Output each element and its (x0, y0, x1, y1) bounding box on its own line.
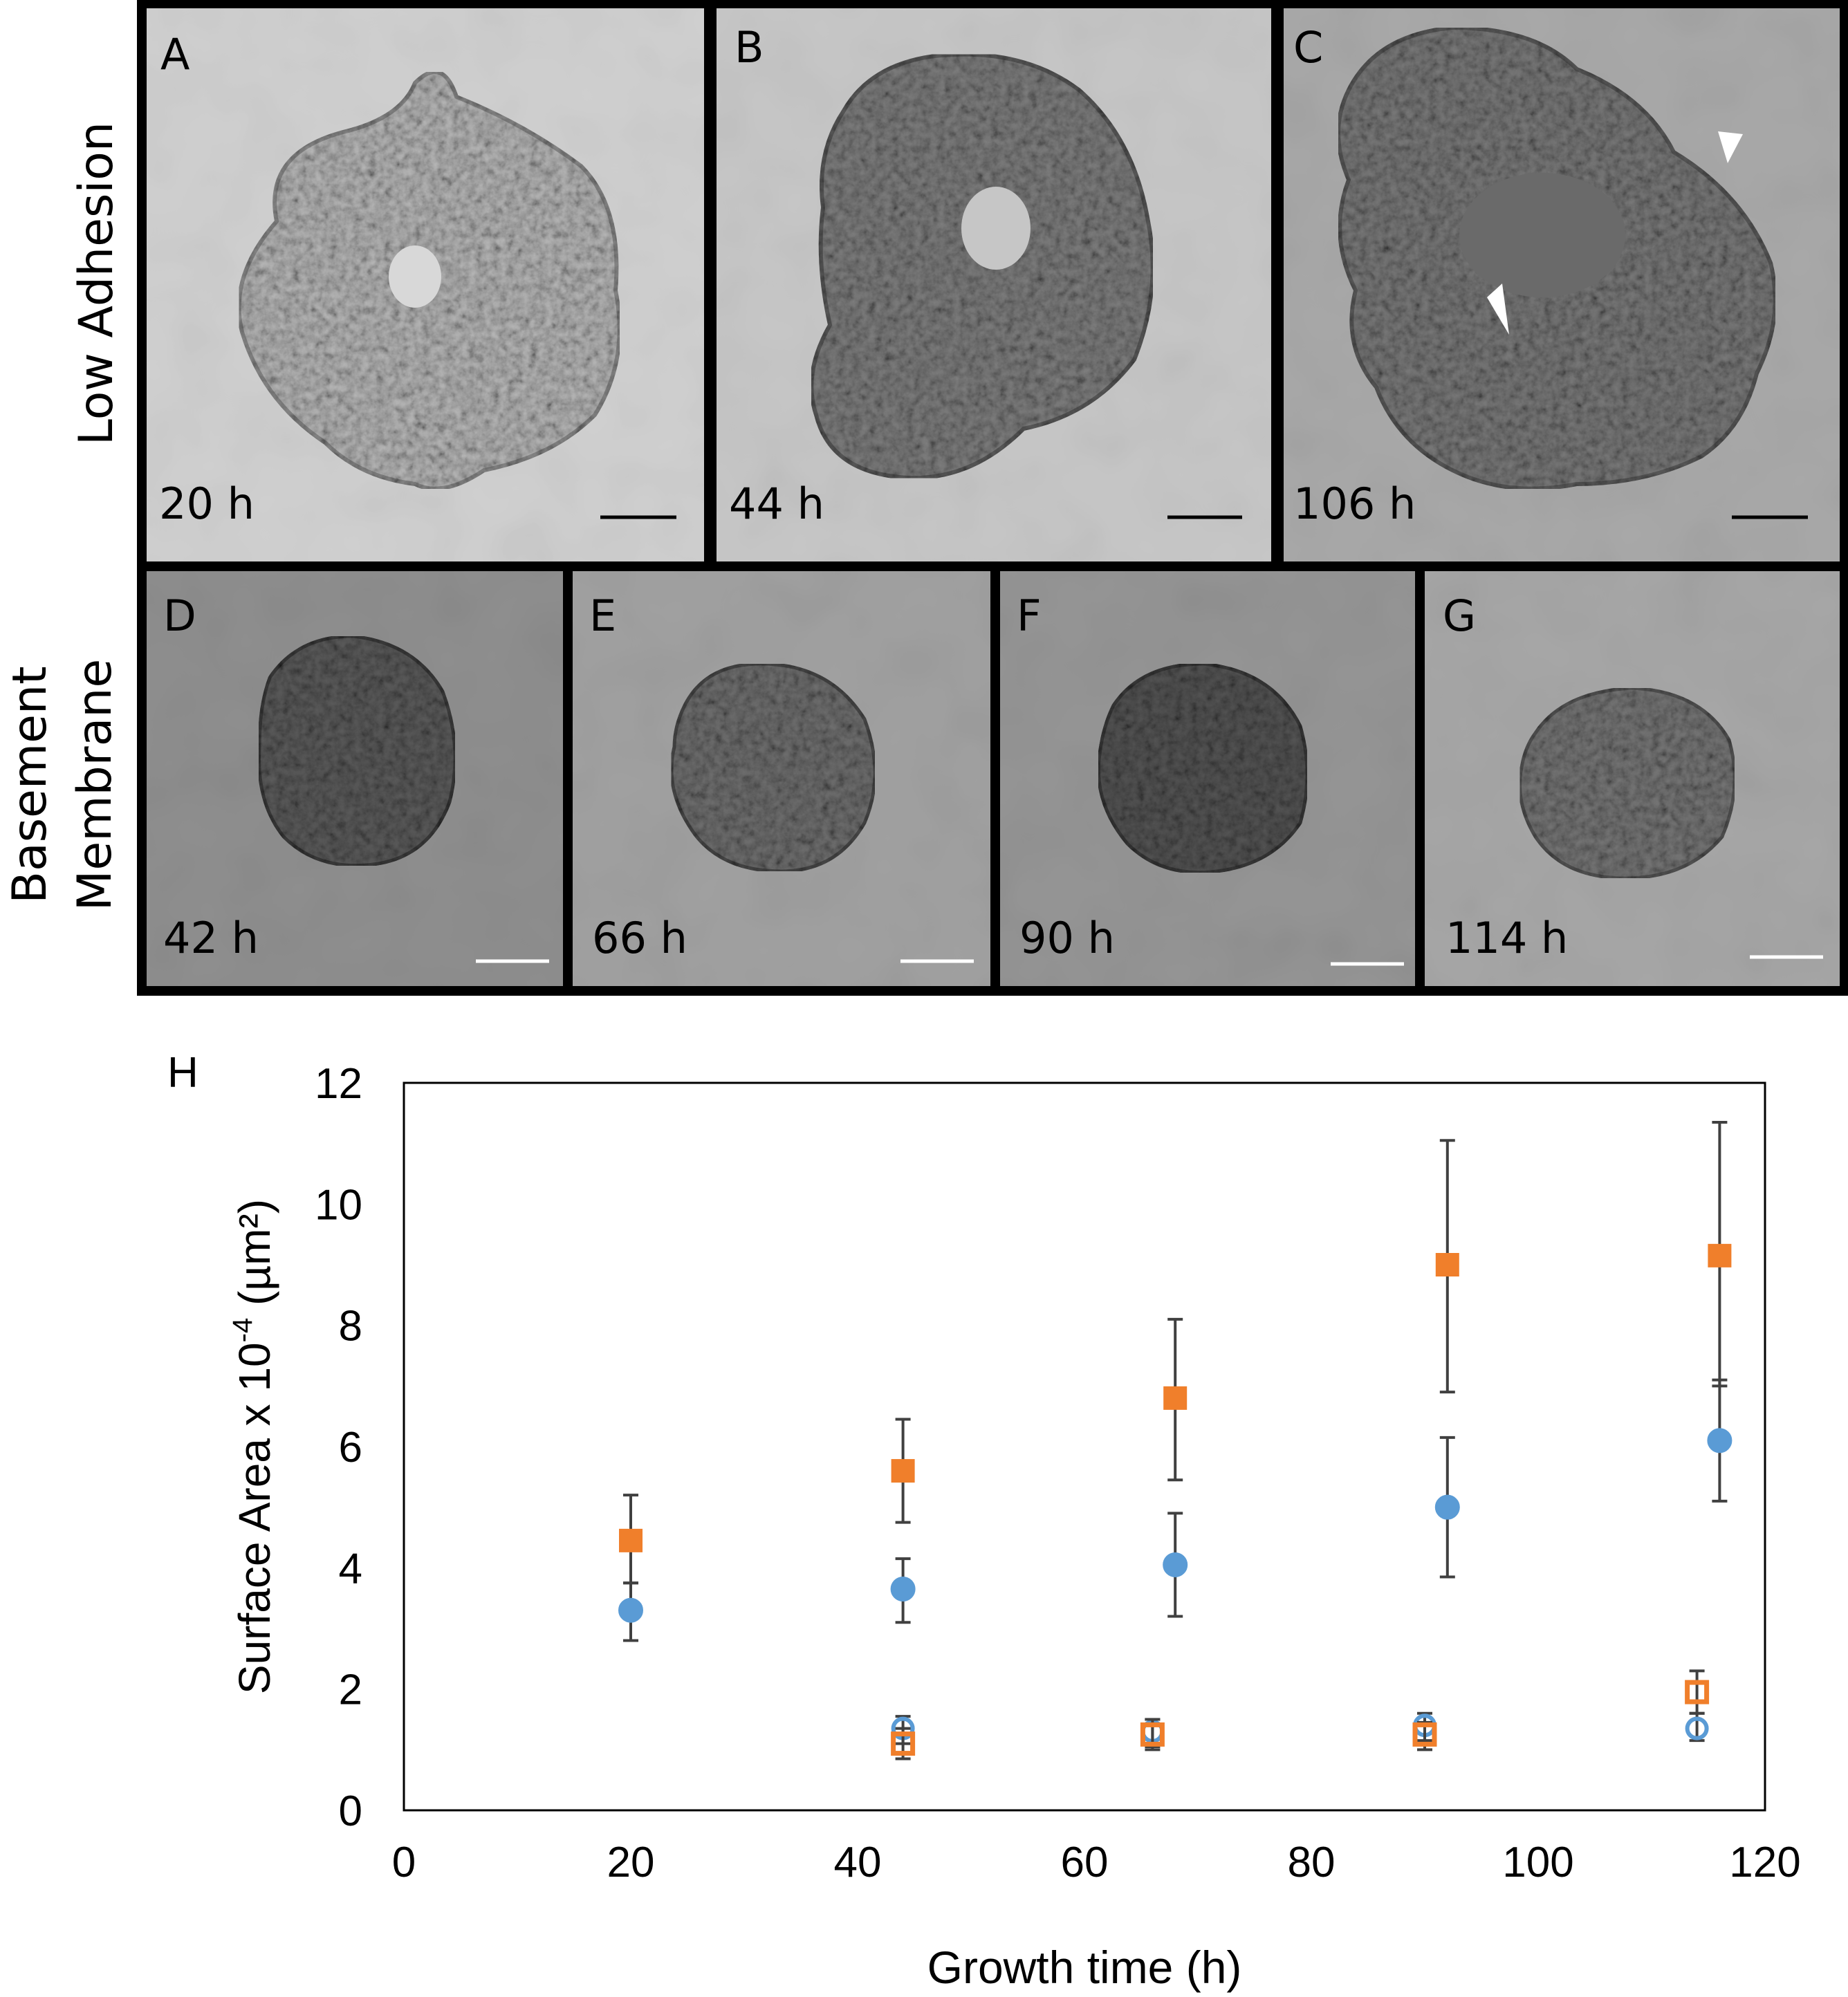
data-point-square (891, 1459, 915, 1483)
panel-a-letter: A (160, 29, 190, 80)
micrograph-grid: A 20 h B 44 h C 106 h D (137, 0, 1848, 996)
panel-f: F 90 h (1000, 571, 1415, 986)
y-tick-label: 4 (339, 1545, 362, 1592)
data-point-circle (618, 1597, 643, 1623)
y-tick-label: 10 (315, 1181, 362, 1229)
arrowhead-icon (1487, 284, 1509, 335)
y-tick-label: 2 (339, 1666, 362, 1714)
panel-g: G 114 h (1425, 571, 1840, 986)
x-tick-label: 0 (392, 1839, 416, 1886)
series-orange-filled-square (619, 1120, 1732, 1585)
panel-g-time: 114 h (1445, 913, 1568, 963)
row-label-basement: Basement (3, 666, 57, 903)
panel-b-lumen (961, 187, 1031, 270)
series-blue-filled-circle (618, 1378, 1732, 1642)
panel-b-letter: B (734, 22, 764, 73)
panel-f-time: 90 h (1019, 913, 1115, 963)
y-tick-label: 8 (339, 1303, 362, 1350)
panel-b: B 44 h (717, 8, 1271, 561)
panel-c-dark-core (1459, 173, 1625, 297)
data-point-square (891, 1731, 916, 1756)
panel-e: E 66 h (573, 571, 990, 986)
x-axis-label: Growth time (h) (927, 1942, 1242, 1993)
y-axis-label: Surface Area x 10-4 (µm²) (228, 1199, 279, 1694)
y-tick-label: 12 (315, 1060, 362, 1108)
panel-d: D 42 h (147, 571, 563, 986)
y-tick-label: 0 (339, 1787, 362, 1835)
x-axis-ticks: 0 20 40 60 80 100 120 (392, 1839, 1801, 1886)
row-label-membrane: Membrane (68, 659, 122, 911)
x-tick-label: 40 (834, 1839, 882, 1886)
panel-e-letter: E (589, 591, 616, 641)
x-tick-label: 100 (1502, 1839, 1573, 1886)
plot-area-frame (403, 1081, 1766, 1812)
arrowhead-icon (1718, 131, 1743, 163)
surface-area-chart: 0 2 4 6 8 10 12 0 20 40 60 80 100 120 Growth time (h… (228, 1060, 1801, 1993)
data-point-circle (890, 1577, 916, 1602)
panel-c-time: 106 h (1293, 479, 1416, 529)
data-marks (618, 1120, 1732, 1761)
data-point-circle (1434, 1494, 1460, 1520)
panel-d-time: 42 h (163, 913, 259, 963)
series-orange-open-square (891, 1669, 1710, 1761)
y-axis-label-unit: (µm²) (230, 1199, 279, 1318)
x-tick-label: 20 (607, 1839, 655, 1886)
data-point-square (1708, 1243, 1732, 1267)
x-tick-label: 80 (1288, 1839, 1336, 1886)
panel-b-time: 44 h (729, 479, 824, 529)
panel-d-letter: D (163, 591, 196, 641)
y-axis-label-main: Surface Area x 10 (230, 1342, 279, 1694)
panel-c: C 106 h (1284, 8, 1840, 561)
panel-g-letter: G (1443, 591, 1476, 641)
panel-a: A 20 h (147, 8, 704, 561)
panel-h-letter: H (167, 1049, 198, 1097)
panel-e-time: 66 h (592, 913, 687, 963)
series-blue-open-circle (891, 1711, 1709, 1748)
x-tick-label: 120 (1729, 1839, 1800, 1886)
data-point-circle (1163, 1552, 1188, 1577)
panel-d-spheroid (257, 634, 457, 868)
panel-c-letter: C (1293, 22, 1323, 73)
row-label-low-adhesion: Low Adhesion (69, 122, 124, 445)
data-point-square (1435, 1253, 1459, 1276)
y-axis-ticks: 0 2 4 6 8 10 12 (315, 1060, 362, 1835)
data-point-square (1685, 1680, 1710, 1705)
y-tick-label: 6 (339, 1424, 362, 1471)
data-point-square (1140, 1722, 1165, 1747)
panel-e-spheroid (669, 662, 877, 873)
data-point-square (619, 1528, 643, 1552)
data-point-square (1163, 1386, 1188, 1410)
panel-f-letter: F (1017, 591, 1042, 641)
panel-f-spheroid (1096, 662, 1309, 875)
y-axis-label-exponent: -4 (228, 1318, 258, 1343)
panel-a-time: 20 h (159, 479, 255, 529)
panel-g-spheroid (1518, 686, 1737, 880)
data-point-circle (1707, 1428, 1732, 1453)
data-point-square (1412, 1722, 1437, 1747)
panel-a-lumen (389, 245, 441, 308)
data-point-circle (1685, 1716, 1709, 1740)
x-tick-label: 60 (1061, 1839, 1109, 1886)
